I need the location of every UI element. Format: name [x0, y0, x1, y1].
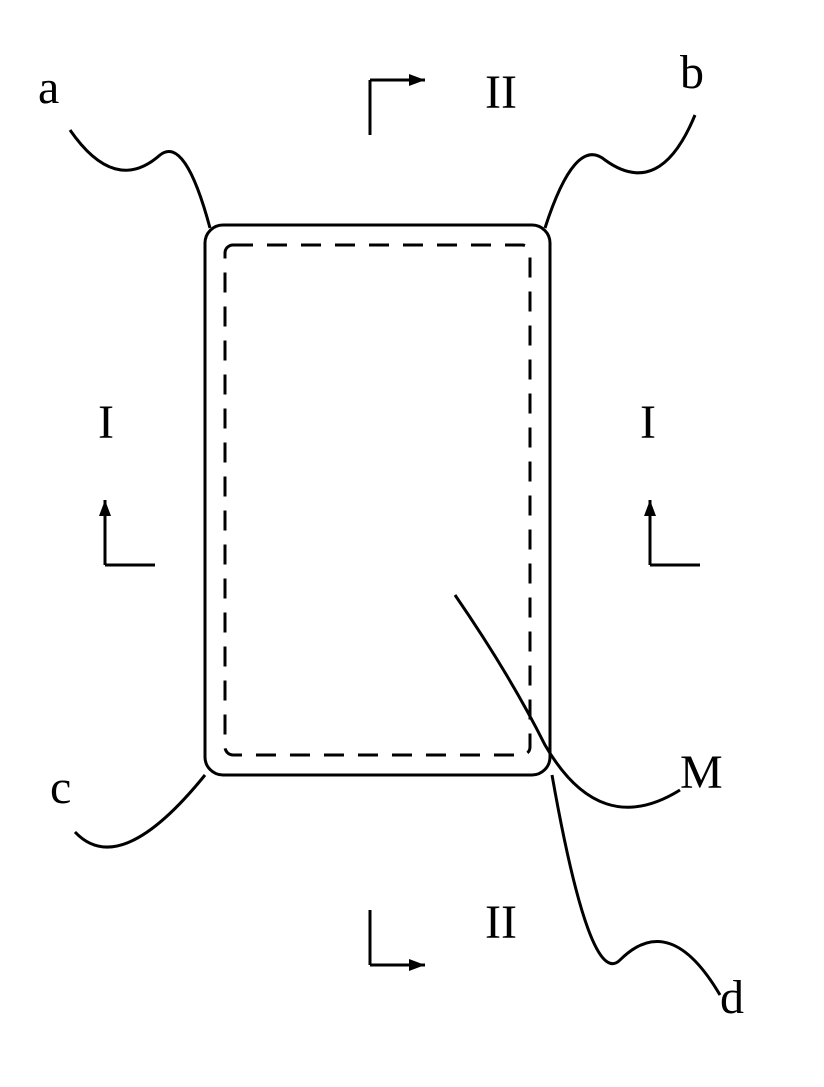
section-marker-ii-top — [370, 74, 425, 135]
leader-c — [75, 775, 205, 847]
outer-rectangle — [205, 225, 550, 775]
leader-a — [70, 130, 210, 228]
label-d: d — [720, 970, 744, 1025]
label-m: M — [680, 745, 723, 800]
label-a: a — [38, 60, 59, 115]
section-marker-i-right — [644, 500, 700, 565]
label-i-left: I — [98, 395, 114, 450]
label-ii-top: II — [485, 65, 517, 120]
label-b: b — [680, 45, 704, 100]
label-i-right: I — [640, 395, 656, 450]
section-marker-i-left — [99, 500, 155, 565]
label-ii-bottom: II — [485, 895, 517, 950]
leader-b — [545, 115, 695, 228]
label-c: c — [50, 760, 71, 815]
diagram-canvas — [0, 0, 824, 1087]
section-marker-ii-bottom — [370, 910, 425, 971]
inner-rectangle — [225, 245, 530, 755]
